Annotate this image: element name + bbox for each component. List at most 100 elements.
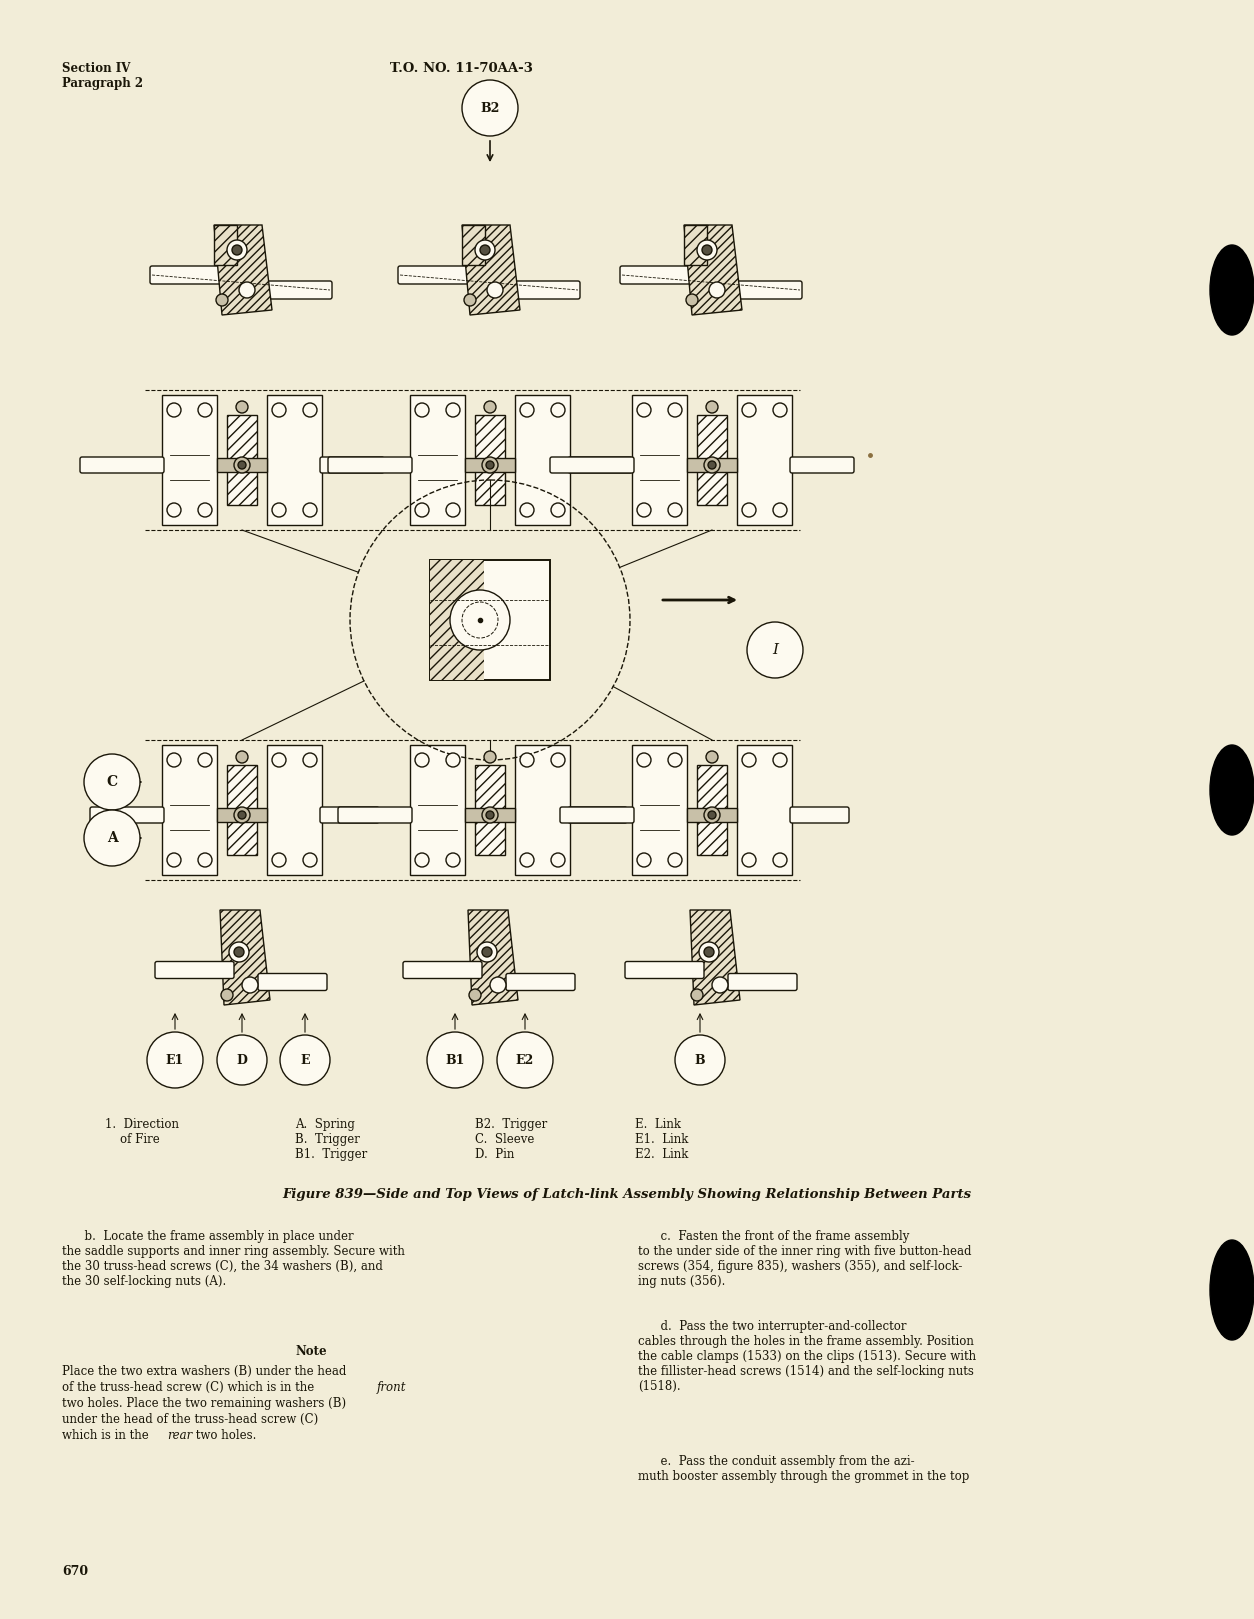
FancyBboxPatch shape <box>80 457 164 473</box>
Bar <box>515 745 571 874</box>
Circle shape <box>280 1035 330 1085</box>
Circle shape <box>712 976 729 992</box>
Circle shape <box>480 244 490 256</box>
Text: I: I <box>772 643 777 657</box>
Text: B2: B2 <box>480 102 499 115</box>
Circle shape <box>703 457 720 473</box>
Circle shape <box>428 1031 483 1088</box>
Circle shape <box>484 402 497 413</box>
Text: under the head of the truss-head screw (C): under the head of the truss-head screw (… <box>61 1413 319 1426</box>
Circle shape <box>446 504 460 516</box>
Circle shape <box>497 1031 553 1088</box>
Bar <box>410 395 465 525</box>
Bar <box>217 458 267 473</box>
Circle shape <box>668 853 682 868</box>
Text: E.  Link
E1.  Link
E2.  Link: E. Link E1. Link E2. Link <box>635 1119 688 1161</box>
Circle shape <box>446 853 460 868</box>
Circle shape <box>482 947 492 957</box>
Circle shape <box>482 806 498 822</box>
FancyBboxPatch shape <box>790 457 854 473</box>
Bar <box>162 395 217 525</box>
Ellipse shape <box>1210 244 1254 335</box>
Circle shape <box>772 504 788 516</box>
Bar <box>217 808 267 822</box>
Circle shape <box>446 403 460 418</box>
Circle shape <box>303 753 317 767</box>
Text: B1: B1 <box>445 1054 465 1067</box>
FancyBboxPatch shape <box>790 806 849 822</box>
Circle shape <box>484 751 497 763</box>
Circle shape <box>698 942 719 962</box>
Bar <box>687 458 737 473</box>
Circle shape <box>167 504 181 516</box>
FancyBboxPatch shape <box>507 282 581 300</box>
Text: b.  Locate the frame assembly in place under
the saddle supports and inner ring : b. Locate the frame assembly in place un… <box>61 1230 405 1289</box>
Circle shape <box>675 1035 725 1085</box>
Circle shape <box>84 810 140 866</box>
Text: 670: 670 <box>61 1566 88 1579</box>
FancyBboxPatch shape <box>90 806 164 822</box>
Bar <box>737 395 793 525</box>
Circle shape <box>198 753 212 767</box>
Circle shape <box>742 853 756 868</box>
Text: A: A <box>107 831 118 845</box>
Circle shape <box>637 853 651 868</box>
Bar <box>687 808 737 822</box>
Circle shape <box>234 947 245 957</box>
Bar <box>632 745 687 874</box>
Polygon shape <box>683 225 707 266</box>
Circle shape <box>691 989 703 1001</box>
Bar <box>410 745 465 874</box>
Circle shape <box>487 811 494 819</box>
FancyBboxPatch shape <box>551 457 635 473</box>
Circle shape <box>147 1031 203 1088</box>
FancyBboxPatch shape <box>729 973 798 991</box>
Bar <box>697 766 727 855</box>
Circle shape <box>303 403 317 418</box>
Circle shape <box>637 403 651 418</box>
Bar <box>227 766 257 855</box>
Circle shape <box>742 403 756 418</box>
FancyBboxPatch shape <box>729 282 803 300</box>
FancyBboxPatch shape <box>398 266 477 283</box>
Circle shape <box>216 295 228 306</box>
Circle shape <box>742 753 756 767</box>
Text: Figure 839—Side and Top Views of Latch-link Assembly Showing Relationship Betwee: Figure 839—Side and Top Views of Latch-l… <box>282 1188 972 1201</box>
Circle shape <box>637 753 651 767</box>
Circle shape <box>198 403 212 418</box>
Circle shape <box>415 753 429 767</box>
Text: B2.  Trigger
C.  Sleeve
D.  Pin: B2. Trigger C. Sleeve D. Pin <box>475 1119 547 1161</box>
Text: Note: Note <box>295 1345 327 1358</box>
Circle shape <box>167 753 181 767</box>
Text: two holes.: two holes. <box>192 1430 256 1443</box>
FancyBboxPatch shape <box>155 962 234 978</box>
Bar <box>267 745 322 874</box>
Circle shape <box>272 853 286 868</box>
Circle shape <box>272 504 286 516</box>
Text: A.  Spring
B.  Trigger
B1.  Trigger: A. Spring B. Trigger B1. Trigger <box>295 1119 367 1161</box>
Text: e.  Pass the conduit assembly from the azi-
muth booster assembly through the gr: e. Pass the conduit assembly from the az… <box>638 1455 969 1483</box>
FancyBboxPatch shape <box>258 282 332 300</box>
Text: E2: E2 <box>515 1054 534 1067</box>
Circle shape <box>232 244 242 256</box>
Text: front: front <box>377 1381 406 1394</box>
FancyBboxPatch shape <box>403 962 482 978</box>
Circle shape <box>469 989 482 1001</box>
Bar <box>737 745 793 874</box>
Circle shape <box>709 282 725 298</box>
Circle shape <box>772 403 788 418</box>
Bar <box>515 395 571 525</box>
Bar <box>227 414 257 505</box>
Circle shape <box>637 504 651 516</box>
Text: D: D <box>237 1054 247 1067</box>
Circle shape <box>668 504 682 516</box>
Bar <box>430 560 484 680</box>
Circle shape <box>551 853 566 868</box>
Circle shape <box>772 853 788 868</box>
FancyBboxPatch shape <box>624 962 703 978</box>
Circle shape <box>415 853 429 868</box>
Circle shape <box>551 504 566 516</box>
Text: C: C <box>107 776 118 788</box>
Circle shape <box>234 806 250 822</box>
Bar <box>465 458 515 473</box>
